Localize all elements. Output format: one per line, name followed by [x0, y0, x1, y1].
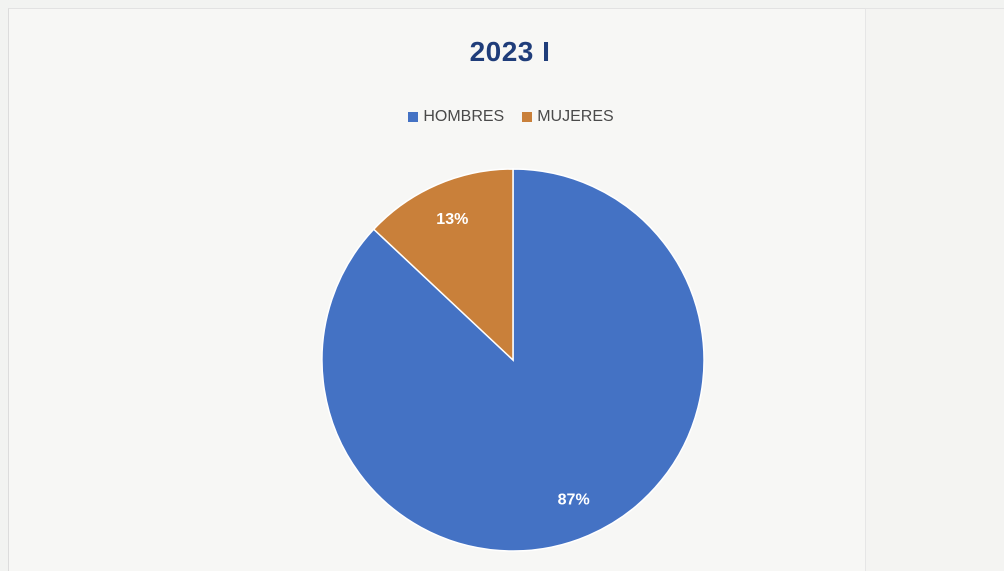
- pie-slice-mujeres: [372, 168, 514, 362]
- pie-labels: 87% 13%: [436, 211, 589, 508]
- legend-label-hombres: HOMBRES: [423, 108, 505, 125]
- chart-title: 2023 I: [469, 36, 551, 67]
- data-label-mujeres: 13%: [436, 211, 468, 228]
- legend: HOMBRES MUJERES: [0, 108, 1004, 126]
- data-label-hombres: 87%: [558, 491, 590, 508]
- legend-item-mujeres: MUJERES: [522, 108, 614, 126]
- legend-swatch-hombres: [408, 112, 419, 122]
- pie-slices: [321, 168, 705, 552]
- legend-swatch-mujeres: [522, 112, 533, 122]
- background-strip: [866, 8, 1004, 571]
- legend-label-mujeres: MUJERES: [537, 108, 614, 125]
- legend-item-hombres: HOMBRES: [408, 108, 504, 126]
